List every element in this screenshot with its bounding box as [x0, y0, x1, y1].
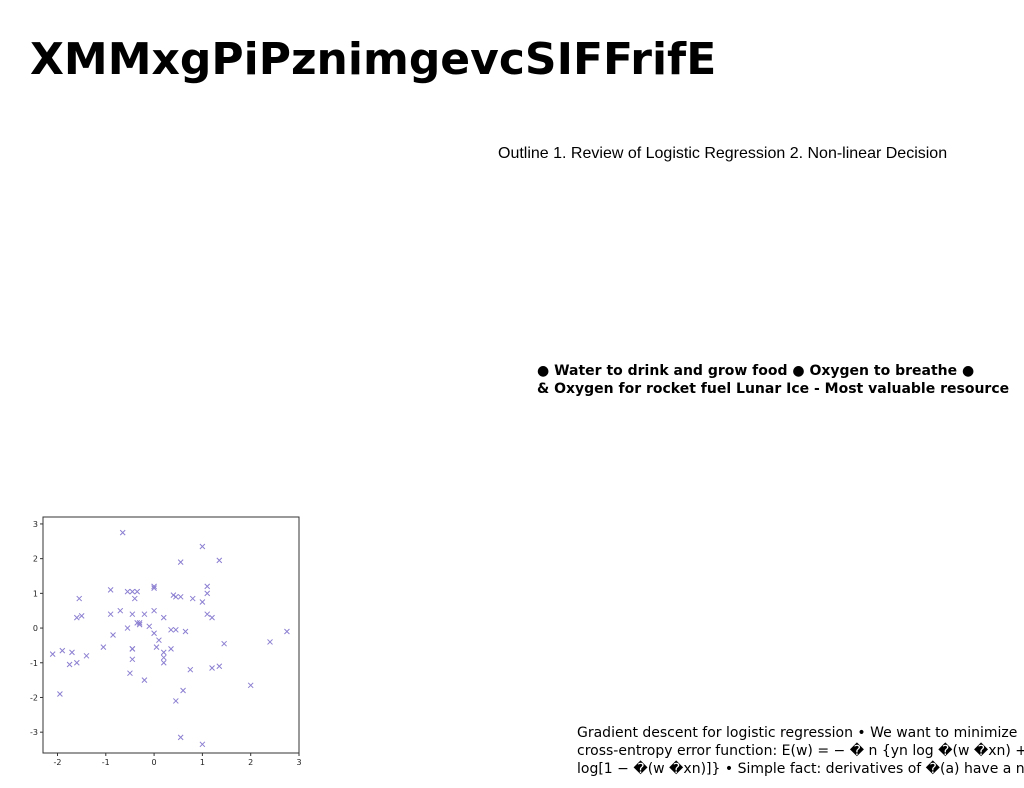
lunar-ice-text: ● Water to drink and grow food ● Oxygen … [537, 362, 1023, 398]
data-point [172, 698, 179, 704]
data-point [209, 614, 215, 621]
data-point [134, 588, 141, 595]
data-point [177, 734, 184, 741]
data-point [209, 665, 215, 671]
gradient-descent-text: Gradient descent for logistic regression… [577, 724, 1024, 778]
y-tick-label: 3 [33, 520, 38, 529]
data-point [129, 588, 136, 595]
y-tick-label: -1 [30, 659, 38, 668]
data-point [160, 614, 167, 621]
data-point [78, 613, 85, 619]
data-point [119, 529, 126, 536]
data-point [124, 588, 131, 595]
data-point [57, 691, 63, 697]
gradient-line-2: cross-entropy error function: E(w) = − �… [577, 743, 1024, 759]
y-tick-label: 1 [33, 589, 38, 598]
data-point [136, 619, 143, 626]
slide-title: XMMxgPiPznimgevcSIFFrifE [30, 34, 717, 85]
data-point [73, 614, 80, 621]
data-point [100, 644, 107, 651]
data-point [156, 637, 162, 644]
data-point [187, 666, 194, 673]
data-point [168, 626, 174, 633]
data-point [83, 652, 90, 659]
data-point [216, 663, 223, 670]
lunar-line-1: ● Water to drink and grow food ● Oxygen … [537, 363, 975, 379]
data-point [284, 628, 290, 635]
scatter-plot: -2 -1 0 1 2 3 3 2 1 0 -1 -2 -3 [30, 516, 302, 767]
data-point [69, 649, 75, 656]
data-point [124, 625, 131, 631]
data-point [73, 659, 80, 666]
data-point [107, 587, 114, 593]
data-point [131, 595, 138, 602]
data-point [110, 632, 116, 638]
data-point [182, 628, 189, 635]
data-point [168, 646, 174, 652]
data-point [151, 585, 157, 592]
x-tick-label: -1 [102, 758, 110, 767]
data-point [177, 593, 184, 600]
x-tick-label: 3 [296, 758, 301, 767]
data-point [153, 644, 160, 651]
data-point [127, 670, 133, 677]
data-point [160, 654, 167, 661]
data-point [204, 583, 211, 590]
data-point [247, 682, 254, 689]
data-point [76, 595, 83, 602]
data-point [129, 611, 136, 618]
data-point [199, 741, 206, 748]
data-point [199, 599, 206, 605]
gradient-line-1: Gradient descent for logistic regression… [577, 725, 1018, 741]
data-point [151, 583, 157, 590]
data-point [151, 630, 157, 637]
data-point [59, 647, 66, 654]
y-tick-label: 0 [33, 624, 38, 633]
data-point [141, 677, 148, 683]
data-point [129, 656, 136, 663]
data-point [49, 651, 56, 657]
y-tick-label: -3 [30, 728, 38, 737]
outline-text: Outline 1. Review of Logistic Regression… [498, 145, 948, 162]
data-point [177, 559, 184, 565]
data-point [204, 611, 211, 618]
data-point [146, 623, 153, 630]
data-point [221, 640, 227, 647]
data-point [199, 543, 206, 550]
data-point [151, 607, 157, 614]
data-point [141, 611, 148, 618]
y-tick-label: -2 [30, 693, 38, 702]
y-tick-label: 2 [33, 555, 38, 564]
data-point [107, 611, 114, 618]
x-tick-label: -2 [53, 758, 61, 767]
data-point [129, 646, 136, 652]
data-point [172, 593, 179, 600]
data-point [160, 649, 167, 656]
x-tick-label: 1 [200, 758, 205, 767]
plot-frame [42, 516, 300, 754]
data-point [204, 590, 211, 597]
x-tick-label: 0 [152, 758, 157, 767]
data-point [180, 687, 186, 694]
data-point [117, 607, 124, 614]
data-point [216, 557, 223, 564]
data-point [189, 595, 196, 602]
x-tick-label: 2 [248, 758, 253, 767]
data-point [172, 626, 179, 633]
data-point [136, 621, 143, 628]
data-point [66, 661, 73, 668]
gradient-line-3: log[1 − �(w �xn)]} • Simple fact: deriva… [577, 761, 1024, 777]
lunar-line-2: & Oxygen for rocket fuel Lunar Ice - Mos… [537, 381, 1010, 397]
data-point [160, 659, 167, 666]
data-point [267, 639, 273, 645]
